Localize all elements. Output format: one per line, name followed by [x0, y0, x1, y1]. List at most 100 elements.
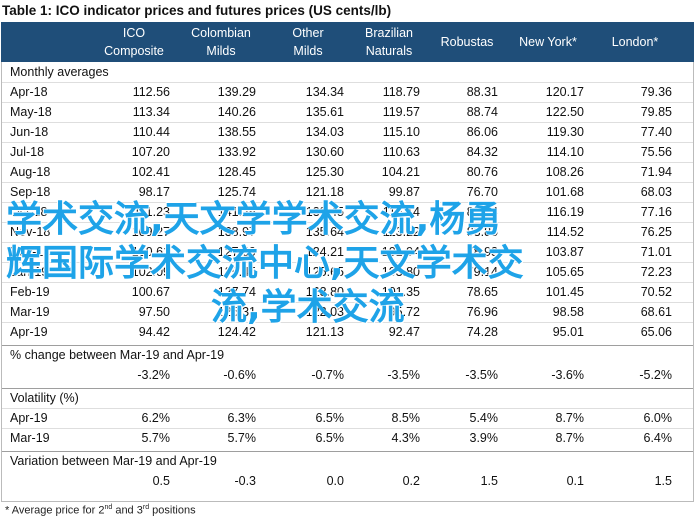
table-row: Mar-19 5.7% 5.7% 6.5% 4.3% 3.9% 8.7% 6.4%	[2, 428, 693, 448]
table-cell: 101.45	[545, 285, 584, 299]
table-cell: 110.44	[132, 125, 170, 139]
column-header-line2: Composite	[104, 44, 164, 58]
table-row: May-18 113.34 140.26 135.61 119.57 88.74 122.5…	[2, 102, 693, 122]
table-cell: 101.94	[381, 245, 420, 259]
table-cell: 135.61	[305, 105, 344, 119]
row-label: Feb-19	[10, 285, 50, 299]
table-cell: 138.55	[217, 125, 256, 139]
table-cell: 128.45	[217, 165, 256, 179]
table-cell: 6.3%	[227, 411, 257, 425]
table-cell: 119.57	[382, 105, 420, 119]
table-cell: 79.36	[640, 85, 672, 99]
table-cell: -0.3	[234, 474, 256, 488]
row-label: May-18	[10, 105, 52, 119]
table-body: Monthly averages Apr-18 112.56 139.29 134.34…	[1, 62, 694, 502]
footnote-text: * Average price for 2	[5, 504, 105, 517]
section-title-text: Monthly averages	[10, 65, 109, 79]
row-label: Jun-18	[10, 125, 49, 139]
column-header: London*	[595, 22, 675, 62]
table-row: Aug-18 102.41 128.45 125.30 104.21 80.76 108.2…	[2, 162, 693, 182]
footnote: * Average price for 2nd and 3rd position…	[5, 504, 196, 517]
table-cell: 84.32	[466, 145, 498, 159]
table-cell: -3.2%	[137, 368, 170, 382]
table-cell: -0.7%	[311, 368, 344, 382]
table-cell: 122.50	[545, 105, 584, 119]
column-header-line2: Milds	[293, 44, 323, 58]
table-cell: 75.56	[640, 145, 672, 159]
row-label: Mar-19	[10, 431, 50, 445]
table-cell: 113.22	[382, 225, 420, 239]
table-cell: 141.26	[217, 205, 256, 219]
table-cell: 74.28	[466, 325, 498, 339]
table-cell: 105.65	[545, 265, 584, 279]
table-cell: 6.4%	[643, 431, 673, 445]
table-cell: 6.2%	[141, 411, 171, 425]
table-row: -3.2% -0.6% -0.7% -3.5% -3.5% -3.6% -5.2%	[2, 365, 693, 385]
table-cell: 103.87	[545, 245, 584, 259]
table-cell: 140.26	[217, 105, 256, 119]
column-header-line2: London*	[611, 35, 659, 49]
row-label: Apr-18	[10, 85, 48, 99]
table-title: Table 1: ICO indicator prices and future…	[2, 3, 392, 18]
table-cell: 3.9%	[469, 431, 499, 445]
table-cell: 118.79	[382, 85, 420, 99]
table-cell: -5.2%	[639, 368, 672, 382]
table-cell: 138.97	[217, 225, 256, 239]
section-divider	[2, 345, 693, 346]
table-cell: 107.20	[131, 145, 170, 159]
table-cell: 83.85	[466, 225, 498, 239]
table-cell: 5.7%	[227, 431, 257, 445]
table-cell: 100.67	[131, 285, 170, 299]
table-cell: 113.34	[132, 105, 170, 119]
table-cell: -0.6%	[223, 368, 256, 382]
row-label: Aug-18	[10, 165, 51, 179]
table-row: Mar-19 97.50 125.31 122.03 95.72 76.96 98.58 68…	[2, 302, 693, 322]
row-divider	[2, 302, 693, 303]
row-divider	[2, 202, 693, 203]
table-cell: 121.13	[305, 325, 344, 339]
row-divider	[2, 142, 693, 143]
table-cell: 8.5%	[391, 411, 421, 425]
row-divider	[2, 262, 693, 263]
table-cell: 129.45	[217, 265, 256, 279]
table-cell: 4.3%	[391, 431, 421, 445]
table-cell: 134.34	[305, 85, 344, 99]
table-cell: 70.52	[640, 285, 672, 299]
table-cell: 95.01	[552, 325, 584, 339]
table-cell: 110.63	[382, 145, 420, 159]
table-cell: 80.76	[466, 165, 498, 179]
table-cell: 0.2	[402, 474, 420, 488]
table-cell: 115.14	[382, 205, 420, 219]
table-cell: 76.96	[466, 305, 498, 319]
table-cell: 83.44	[466, 205, 498, 219]
row-divider	[2, 282, 693, 283]
table-cell: 88.74	[466, 105, 498, 119]
table-cell: 114.10	[546, 145, 584, 159]
row-label: Sep-18	[10, 185, 51, 199]
row-divider	[2, 222, 693, 223]
table-cell: 8.7%	[555, 431, 585, 445]
table-cell: 121.18	[305, 185, 344, 199]
table-cell: 6.0%	[643, 411, 673, 425]
table-cell: 68.03	[640, 185, 672, 199]
footnote-text: and 3	[112, 504, 143, 517]
table-row: Feb-19 100.67 127.74 123.80 101.35 78.65 101.4…	[2, 282, 693, 302]
table-row: Nov-18 109.27 138.97 135.64 113.22 83.85 114.5…	[2, 222, 693, 242]
row-divider	[2, 182, 693, 183]
table-cell: 76.25	[640, 225, 672, 239]
table-cell: 109.27	[131, 225, 170, 239]
section-divider	[2, 451, 693, 452]
table-cell: 76.70	[466, 185, 498, 199]
row-label: Jul-18	[10, 145, 45, 159]
row-label: Nov-18	[10, 225, 51, 239]
column-header-line1: Brazilian	[365, 26, 413, 40]
table-cell: 68.61	[640, 305, 672, 319]
section-divider	[2, 388, 693, 389]
table-cell: 1.5	[654, 474, 672, 488]
footnote-text: positions	[149, 504, 196, 517]
section-title-text: % change between Mar-19 and Apr-19	[10, 348, 225, 362]
row-label: Apr-19	[10, 411, 48, 425]
table-row: Jul-18 107.20 133.92 130.60 110.63 84.32 114.1…	[2, 142, 693, 162]
column-header: ICO Composite	[95, 22, 173, 62]
section-title: Variation between Mar-19 and Apr-19	[2, 451, 693, 471]
